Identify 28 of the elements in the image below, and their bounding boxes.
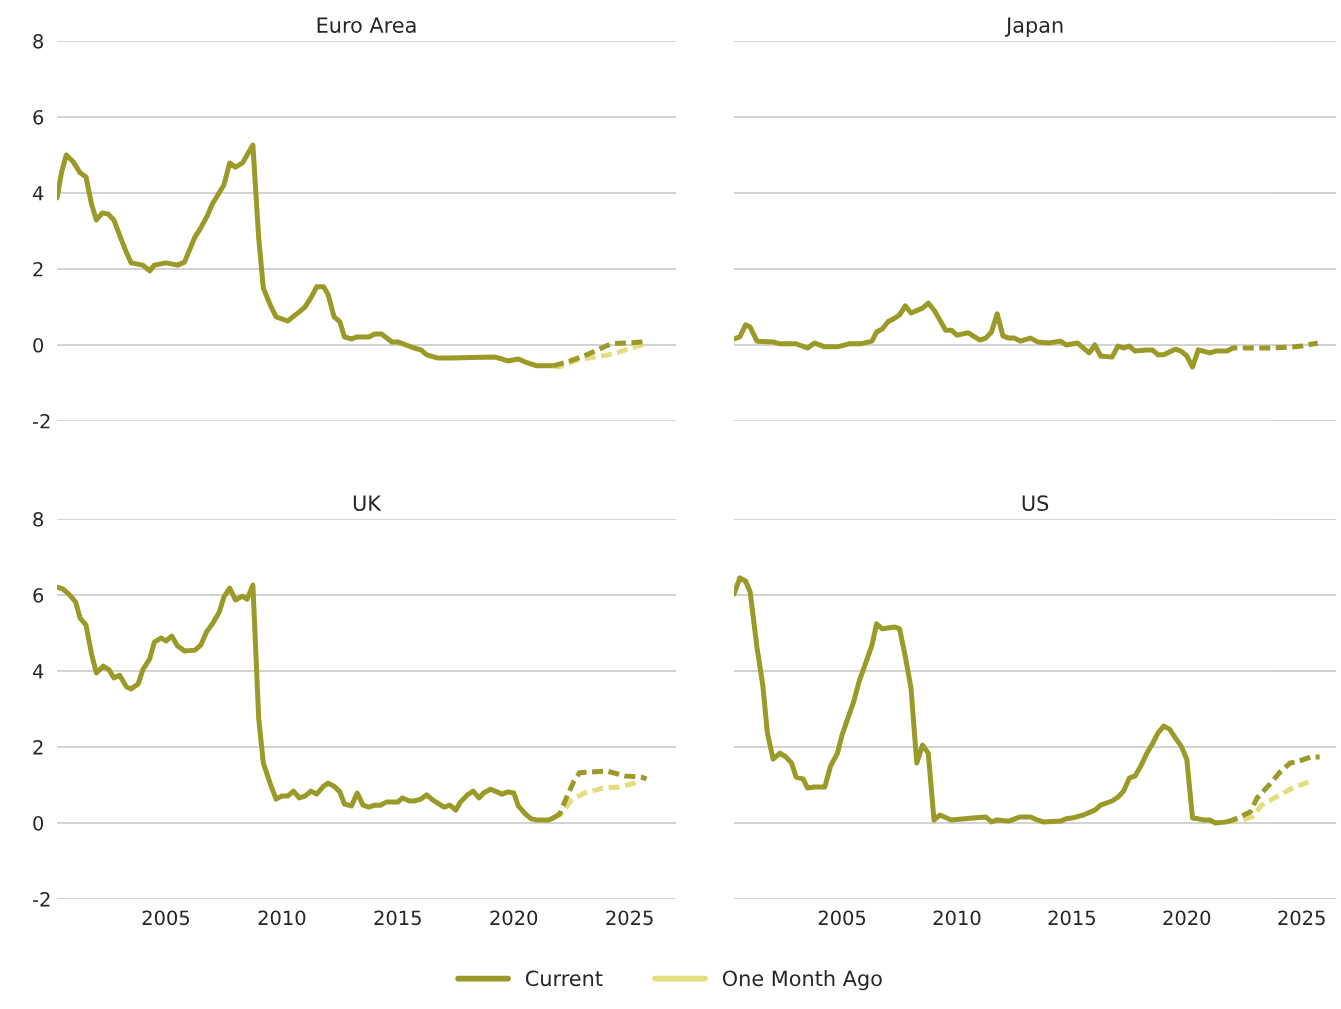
legend-label: One Month Ago [722, 970, 882, 991]
y-tick-label: 0 [33, 815, 44, 831]
y-tick-label: 2 [33, 261, 43, 277]
x-tick-label: 2005 [818, 910, 866, 926]
y-tick-label: -2 [32, 891, 50, 907]
y-tick-label: 4 [32, 664, 44, 679]
x-tick-label: 2005 [142, 910, 189, 926]
y-tick-label: 6 [33, 587, 44, 603]
x-tick-label: 2020 [1163, 910, 1211, 926]
x-tick-label: 2025 [1278, 910, 1325, 926]
chart-title: Japan [1004, 17, 1063, 37]
chart-title: Euro Area [317, 17, 416, 33]
y-tick-label: 2 [33, 739, 43, 755]
y-tick-label: -2 [32, 413, 50, 429]
x-tick-label: 2020 [490, 910, 538, 926]
y-tick-label: 8 [33, 511, 44, 527]
chart-title: UK [353, 495, 382, 511]
legend-label: Current [525, 970, 603, 987]
y-tick-label: 0 [33, 337, 44, 353]
y-tick-label: 4 [32, 186, 44, 201]
x-tick-label: 2010 [258, 910, 306, 926]
chart-title: US [1022, 495, 1049, 511]
x-tick-label: 2015 [1048, 910, 1095, 926]
x-tick-label: 2010 [933, 910, 981, 926]
y-tick-label: 8 [33, 33, 44, 49]
x-tick-label: 2025 [606, 910, 653, 926]
y-tick-label: 6 [33, 109, 44, 125]
x-tick-label: 2015 [374, 910, 421, 926]
